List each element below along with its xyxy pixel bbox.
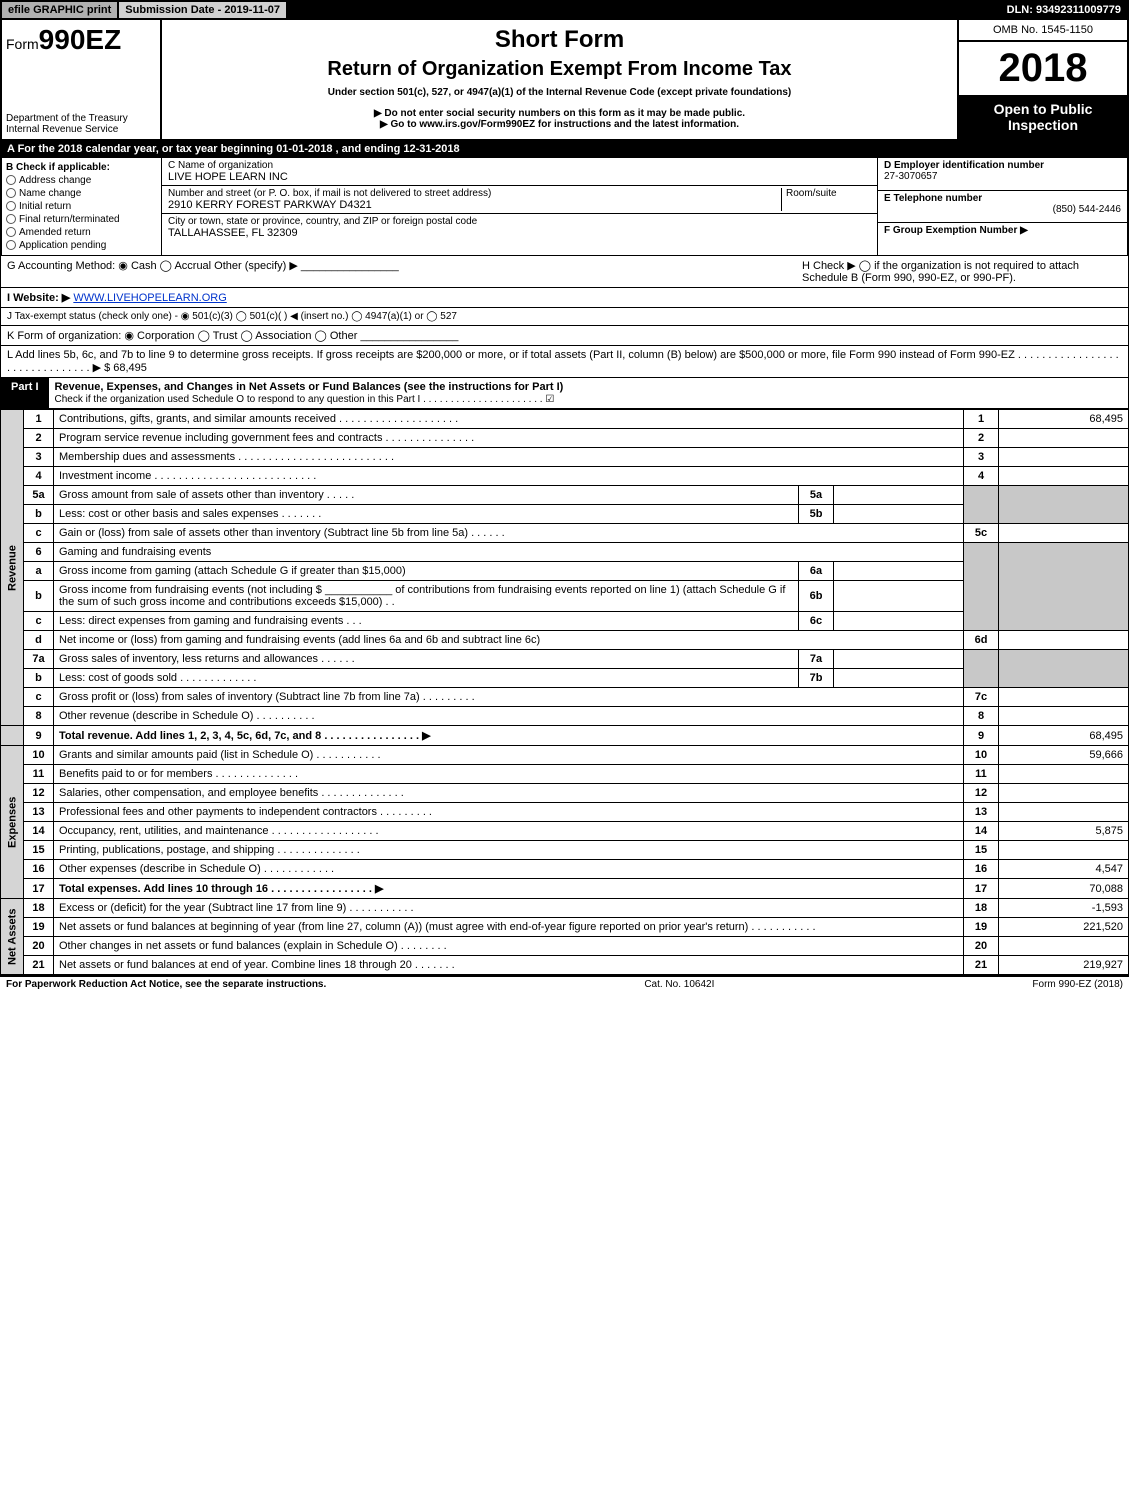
row-18: Net Assets 18Excess or (deficit) for the… — [1, 899, 1129, 918]
efile-print-label[interactable]: efile GRAPHIC print — [2, 2, 119, 18]
amt-1: 68,495 — [999, 410, 1129, 429]
row-1: Revenue 1 Contributions, gifts, grants, … — [1, 410, 1129, 429]
row-17: 17Total expenses. Add lines 10 through 1… — [1, 879, 1129, 899]
accounting-method[interactable]: G Accounting Method: ◉ Cash ◯ Accrual Ot… — [7, 259, 802, 284]
room-suite-label: Room/suite — [781, 188, 871, 211]
amt-21: 219,927 — [999, 956, 1129, 975]
chk-amended[interactable]: Amended return — [6, 227, 157, 238]
row-4: 4Investment income . . . . . . . . . . .… — [1, 467, 1129, 486]
part-i-label: Part I — [1, 378, 49, 408]
row-13: 13Professional fees and other payments t… — [1, 803, 1129, 822]
top-bar: efile GRAPHIC print Submission Date - 20… — [0, 0, 1129, 20]
footer-paperwork: For Paperwork Reduction Act Notice, see … — [6, 979, 326, 990]
row-21: 21Net assets or fund balances at end of … — [1, 956, 1129, 975]
amt-10: 59,666 — [999, 746, 1129, 765]
amt-18: -1,593 — [999, 899, 1129, 918]
submission-date: Submission Date - 2019-11-07 — [119, 2, 288, 18]
row-8: 8Other revenue (describe in Schedule O) … — [1, 707, 1129, 726]
chk-address-change[interactable]: Address change — [6, 175, 157, 186]
phone-value: (850) 544-2446 — [1053, 204, 1121, 215]
row-16: 16Other expenses (describe in Schedule O… — [1, 860, 1129, 879]
amt-14: 5,875 — [999, 822, 1129, 841]
row-14: 14Occupancy, rent, utilities, and mainte… — [1, 822, 1129, 841]
row-5b: bLess: cost or other basis and sales exp… — [1, 505, 1129, 524]
line-g-h: G Accounting Method: ◉ Cash ◯ Accrual Ot… — [0, 256, 1129, 288]
goto-link[interactable]: ▶ Go to www.irs.gov/Form990EZ for instru… — [168, 119, 951, 130]
ein-value: 27-3070657 — [884, 171, 937, 182]
dln: DLN: 93492311009779 — [1001, 2, 1127, 18]
line-k-form-of-org[interactable]: K Form of organization: ◉ Corporation ◯ … — [0, 326, 1129, 346]
row-6b: bGross income from fundraising events (n… — [1, 581, 1129, 612]
dept-treasury: Department of the Treasury Internal Reve… — [6, 113, 156, 135]
chk-app-pending[interactable]: Application pending — [6, 240, 157, 251]
omb-number: OMB No. 1545-1150 — [959, 20, 1127, 42]
top-spacer — [288, 2, 1001, 18]
open-to-public: Open to PublicInspection — [959, 95, 1127, 139]
amt-9: 68,495 — [999, 726, 1129, 746]
ssn-warning: ▶ Do not enter social security numbers o… — [168, 108, 951, 119]
h-check[interactable]: H Check ▶ ◯ if the organization is not r… — [802, 259, 1122, 284]
org-name: LIVE HOPE LEARN INC — [168, 171, 871, 183]
amt-19: 221,520 — [999, 918, 1129, 937]
row-7a: 7aGross sales of inventory, less returns… — [1, 650, 1129, 669]
row-15: 15Printing, publications, postage, and s… — [1, 841, 1129, 860]
row-11: 11Benefits paid to or for members . . . … — [1, 765, 1129, 784]
street-label: Number and street (or P. O. box, if mail… — [168, 188, 781, 199]
line-i-website: I Website: ▶ WWW.LIVEHOPELEARN.ORG — [0, 288, 1129, 308]
subtitle: Under section 501(c), 527, or 4947(a)(1)… — [168, 87, 951, 98]
row-7b: bLess: cost of goods sold . . . . . . . … — [1, 669, 1129, 688]
row-19: 19Net assets or fund balances at beginni… — [1, 918, 1129, 937]
return-title: Return of Organization Exempt From Incom… — [168, 58, 951, 81]
page-footer: For Paperwork Reduction Act Notice, see … — [0, 975, 1129, 992]
side-revenue: Revenue — [1, 410, 24, 726]
e-label: E Telephone number — [884, 193, 982, 204]
part-i-check-o[interactable]: Check if the organization used Schedule … — [55, 394, 555, 405]
form-header: Form990EZ Department of the Treasury Int… — [0, 20, 1129, 141]
line-a-tax-year: A For the 2018 calendar year, or tax yea… — [0, 141, 1129, 158]
row-9: 9Total revenue. Add lines 1, 2, 3, 4, 5c… — [1, 726, 1129, 746]
form-number: Form990EZ — [6, 24, 156, 56]
line-l-gross-receipts: L Add lines 5b, 6c, and 7b to line 9 to … — [0, 346, 1129, 378]
city-state-zip: TALLAHASSEE, FL 32309 — [168, 227, 871, 239]
gross-receipts-amt: 68,495 — [113, 362, 147, 374]
row-5a: 5aGross amount from sale of assets other… — [1, 486, 1129, 505]
city-label: City or town, state or province, country… — [168, 216, 871, 227]
row-6: 6Gaming and fundraising events — [1, 543, 1129, 562]
row-20: 20Other changes in net assets or fund ba… — [1, 937, 1129, 956]
row-6c: cLess: direct expenses from gaming and f… — [1, 612, 1129, 631]
tax-year: 2018 — [959, 42, 1127, 95]
row-2: 2Program service revenue including gover… — [1, 429, 1129, 448]
part-i-header: Part I Revenue, Expenses, and Changes in… — [0, 378, 1129, 409]
c-label: C Name of organization — [168, 160, 871, 171]
d-label: D Employer identification number — [884, 160, 1044, 171]
identity-block: B Check if applicable: Address change Na… — [0, 158, 1129, 256]
short-form-title: Short Form — [168, 26, 951, 54]
chk-final-return[interactable]: Final return/terminated — [6, 214, 157, 225]
row-10: Expenses 10Grants and similar amounts pa… — [1, 746, 1129, 765]
row-12: 12Salaries, other compensation, and empl… — [1, 784, 1129, 803]
chk-name-change[interactable]: Name change — [6, 188, 157, 199]
row-7c: cGross profit or (loss) from sales of in… — [1, 688, 1129, 707]
amt-16: 4,547 — [999, 860, 1129, 879]
side-net-assets: Net Assets — [1, 899, 24, 975]
section-c-org: C Name of organization LIVE HOPE LEARN I… — [162, 158, 877, 255]
chk-initial-return[interactable]: Initial return — [6, 201, 157, 212]
row-5c: cGain or (loss) from sale of assets othe… — [1, 524, 1129, 543]
street-address: 2910 KERRY FOREST PARKWAY D4321 — [168, 199, 781, 211]
amt-17: 70,088 — [999, 879, 1129, 899]
website-link[interactable]: WWW.LIVEHOPELEARN.ORG — [73, 292, 226, 304]
side-expenses: Expenses — [1, 746, 24, 899]
section-d-e-f: D Employer identification number 27-3070… — [877, 158, 1127, 255]
footer-cat-no: Cat. No. 10642I — [644, 979, 714, 990]
part-i-table: Revenue 1 Contributions, gifts, grants, … — [0, 409, 1129, 975]
section-b-checkboxes: B Check if applicable: Address change Na… — [2, 158, 162, 255]
row-3: 3Membership dues and assessments . . . .… — [1, 448, 1129, 467]
row-6a: aGross income from gaming (attach Schedu… — [1, 562, 1129, 581]
part-i-title: Revenue, Expenses, and Changes in Net As… — [55, 381, 564, 393]
footer-form-ref: Form 990-EZ (2018) — [1032, 979, 1123, 990]
f-label: F Group Exemption Number ▶ — [884, 225, 1028, 236]
line-j-tax-exempt[interactable]: J Tax-exempt status (check only one) - ◉… — [0, 308, 1129, 326]
row-6d: dNet income or (loss) from gaming and fu… — [1, 631, 1129, 650]
